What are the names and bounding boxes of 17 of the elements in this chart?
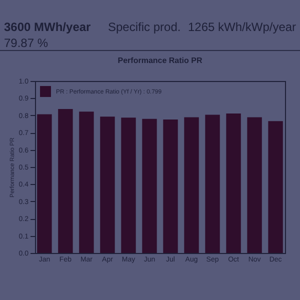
bar (226, 114, 241, 253)
bar (247, 117, 262, 253)
text: 1265 kWh/kWp/year (188, 20, 296, 34)
bar (268, 121, 283, 253)
text: 3600 MWh/year (4, 20, 91, 34)
bar (121, 118, 136, 253)
bar (142, 118, 157, 253)
text: Specific prod. (108, 20, 181, 34)
bar (163, 120, 178, 253)
bar (37, 114, 52, 253)
bar (79, 112, 94, 253)
chart-title: Performance Ratio PR (118, 56, 202, 65)
bar (58, 109, 73, 253)
text: 79.87 % (4, 36, 48, 50)
bar (205, 114, 220, 253)
bar (100, 116, 115, 253)
bar (184, 117, 199, 253)
